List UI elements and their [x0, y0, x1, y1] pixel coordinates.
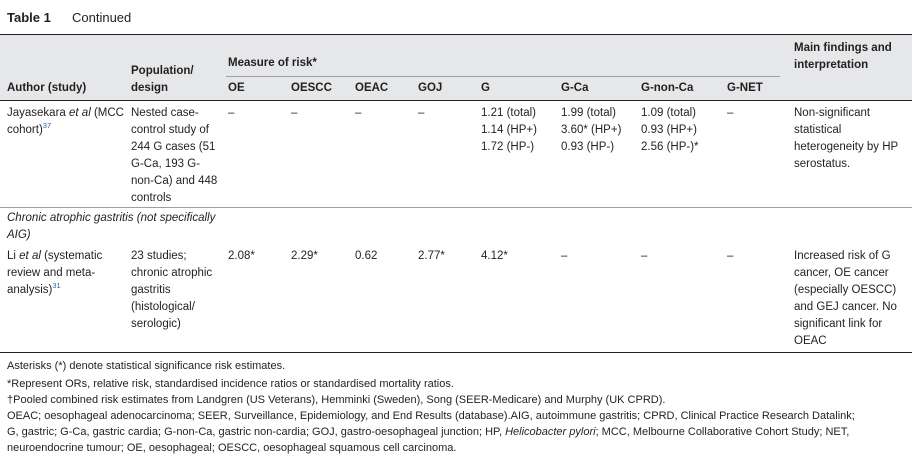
header-col-g: G	[481, 82, 490, 94]
section-heading: Chronic atrophic gastritis (not specific…	[7, 212, 216, 241]
row2-oescc: 2.29*	[291, 250, 318, 262]
row2-population: 23 studies; chronic atrophic gastritis (…	[131, 250, 213, 330]
header-findings: Main findings and interpretation	[794, 42, 892, 71]
row2-gnet: –	[727, 250, 734, 262]
header-col-oe: OE	[228, 82, 245, 94]
row-divider	[0, 207, 912, 208]
row1-oe: –	[228, 107, 235, 119]
row1-author: Jayasekara et al (MCC cohort)37	[7, 107, 124, 136]
footnote-abbr1: OEAC; oesophageal adenocarcinoma; SEER, …	[7, 410, 855, 422]
table-header	[0, 35, 912, 101]
header-col-goj: GOJ	[418, 82, 443, 94]
table-continued-label: Continued	[72, 10, 132, 25]
row1-g: 1.21 (total) 1.14 (HP+) 1.72 (HP-)	[481, 105, 537, 156]
footnote-asterisks: Asterisks (*) denote statistical signifi…	[7, 360, 286, 372]
row2-gca: –	[561, 250, 568, 262]
top-rule	[0, 34, 912, 35]
body-bottom-rule	[0, 352, 912, 353]
row1-findings: Non-significant statistical heterogeneit…	[794, 107, 898, 170]
row2-gnonca: –	[641, 250, 648, 262]
table-number: Table 1	[7, 10, 51, 25]
header-col-gnet: G-NET	[727, 82, 763, 94]
footnote-dagger: †Pooled combined risk estimates from Lan…	[7, 394, 666, 406]
row2-g: 4.12*	[481, 250, 508, 262]
header-population: Population/ design	[131, 65, 194, 94]
footnote-abbr3: neuroendocrine tumour; OE, oesophageal; …	[7, 442, 457, 454]
table-title-bar: Table 1 Continued	[0, 0, 912, 34]
row1-population: Nested case-control study of 244 G cases…	[131, 107, 218, 204]
row1-g-total: 1.21 (total)	[481, 107, 536, 119]
header-col-gnonca: G-non-Ca	[641, 82, 694, 94]
row1-gnonca: 1.09 (total) 0.93 (HP+) 2.56 (HP-)*	[641, 105, 699, 156]
row1-gca: 1.99 (total) 3.60* (HP+) 0.93 (HP-)	[561, 105, 621, 156]
row2-author: Li et al (systematic review and meta-ana…	[7, 250, 103, 296]
row1-gnonca-hp-neg: 2.56 (HP-)*	[641, 141, 699, 153]
row1-gnonca-hp-pos: 0.93 (HP+)	[641, 124, 697, 136]
footnote-abbr2: G, gastric; G-Ca, gastric cardia; G-non-…	[7, 426, 850, 438]
header-col-oeac: OEAC	[355, 82, 389, 94]
row1-oescc: –	[291, 107, 298, 119]
row1-oeac: –	[355, 107, 362, 119]
row2-oeac: 0.62	[355, 250, 378, 262]
row1-gnet: –	[727, 107, 734, 119]
header-col-gca: G-Ca	[561, 82, 589, 94]
header-bottom-rule	[0, 100, 912, 101]
row2-findings: Increased risk of G cancer, OE cancer (e…	[794, 250, 897, 347]
row2-goj: 2.77*	[418, 250, 445, 262]
row1-gca-total: 1.99 (total)	[561, 107, 616, 119]
header-author: Author (study)	[7, 82, 87, 94]
footnote-star: *Represent ORs, relative risk, standardi…	[7, 378, 454, 390]
row1-gca-hp-neg: 0.93 (HP-)	[561, 141, 615, 153]
header-measure-of-risk: Measure of risk*	[228, 57, 317, 69]
row2-oe: 2.08*	[228, 250, 255, 262]
header-subrule	[226, 76, 780, 77]
row1-gca-hp-pos: 3.60* (HP+)	[561, 124, 622, 136]
row1-goj: –	[418, 107, 425, 119]
header-col-oescc: OESCC	[291, 82, 332, 94]
row1-g-hp-neg: 1.72 (HP-)	[481, 141, 535, 153]
row1-g-hp-pos: 1.14 (HP+)	[481, 124, 537, 136]
row1-gnonca-total: 1.09 (total)	[641, 107, 696, 119]
